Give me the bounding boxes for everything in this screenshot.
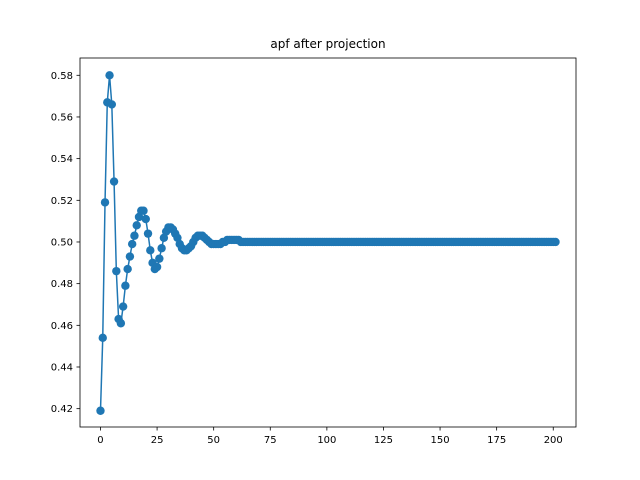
y-tick-label: 0.44 [51,362,73,373]
y-tick-label: 0.52 [51,196,73,207]
chart-title: apf after projection [270,37,385,51]
y-tick-label: 0.48 [51,279,73,290]
data-point [105,71,114,80]
data-point [125,252,135,261]
y-tick-label: 0.58 [51,71,73,82]
data-point [116,319,126,328]
y-axis: 0.42 0.44 0.46 0.48 0.50 0.52 0.54 0.56 0.58 [51,71,80,415]
data-point [96,406,105,415]
data-point [121,281,130,290]
x-tick-label: 150 [431,435,450,446]
x-tick-label: 200 [544,435,563,446]
x-tick-label: 100 [317,435,336,446]
y-tick-label: 0.46 [51,321,73,332]
data-point [152,262,162,272]
y-tick-label: 0.56 [51,112,73,123]
data-point [132,221,141,230]
x-tick-label: 175 [487,435,506,446]
data-point [98,333,107,343]
data-point [551,237,560,247]
data-point [143,229,153,238]
data-point [146,246,155,255]
y-tick-label: 0.50 [51,237,73,248]
data-point [118,302,128,311]
data-point [155,254,164,263]
data-point [107,100,117,109]
data-point [109,177,119,186]
y-tick-label: 0.42 [51,404,73,415]
x-tick-label: 0 [97,435,103,446]
data-point [130,231,139,240]
x-tick-label: 75 [264,435,277,446]
x-axis: 0 25 50 75 100 125 150 175 200 [97,427,563,446]
data-point [127,239,137,249]
data-point [157,244,166,253]
data-point [123,264,132,274]
data-point [100,198,110,207]
data-point [112,266,121,276]
data-point [139,206,148,215]
plot-area [96,71,560,415]
x-tick-label: 50 [207,435,220,446]
y-tick-label: 0.54 [51,154,73,165]
axes-frame [79,57,577,428]
x-tick-label: 25 [151,435,164,446]
data-point [141,214,150,224]
x-tick-label: 125 [374,435,393,446]
